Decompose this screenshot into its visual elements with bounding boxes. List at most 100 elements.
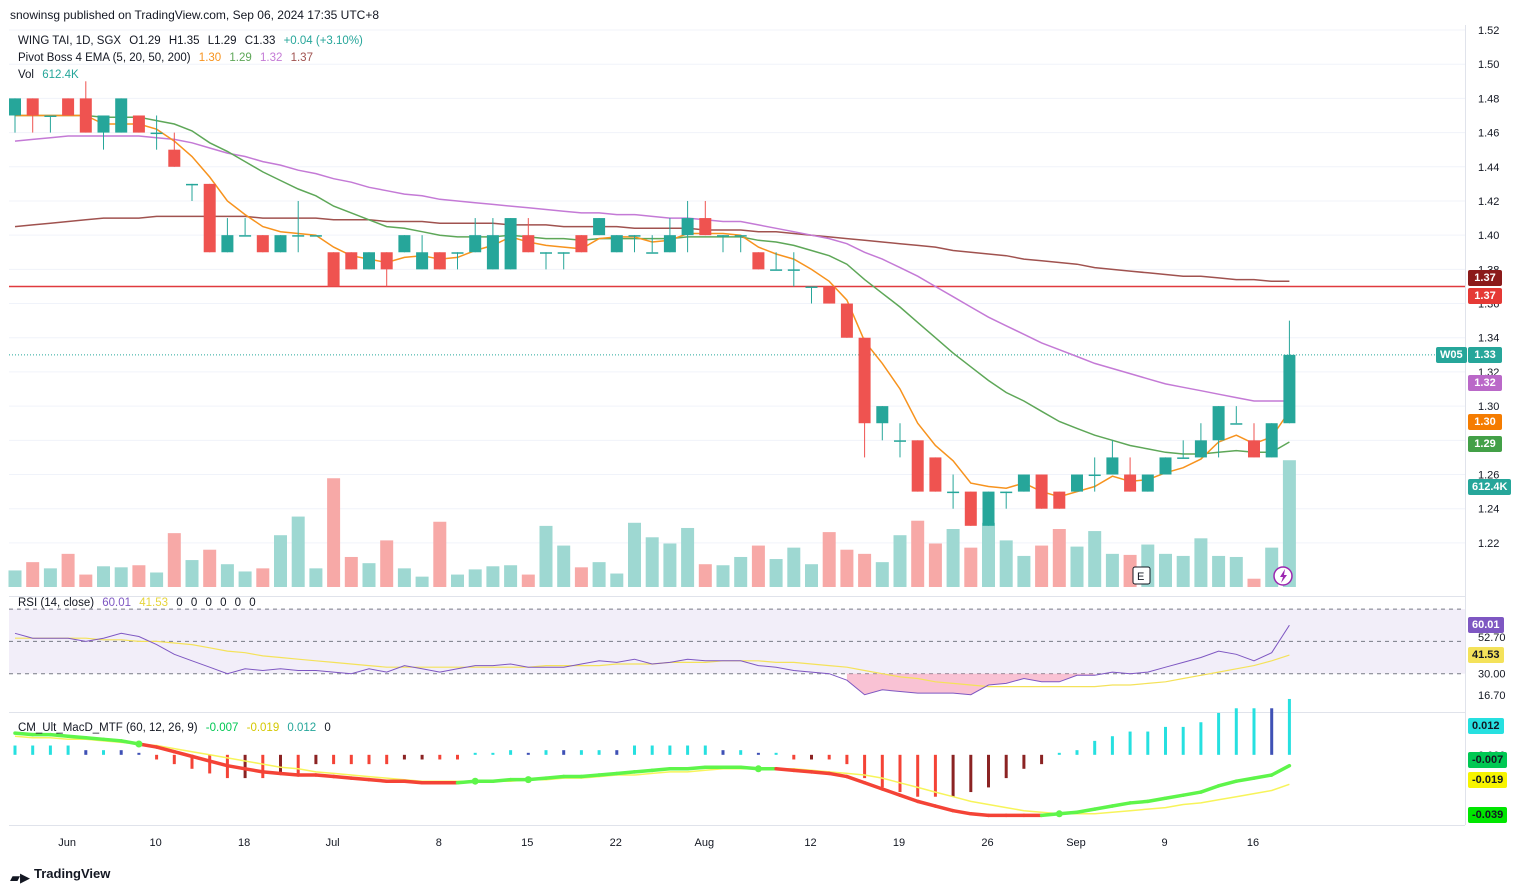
macd-histogram-bar: [137, 752, 141, 755]
macd-line-segment: [1075, 807, 1097, 814]
time-tick-label: 22: [610, 837, 622, 849]
macd-histogram-bar: [332, 754, 336, 765]
vol-value: 612.4K: [42, 69, 79, 81]
rsi-extra-1: 0: [176, 597, 183, 609]
macd-cross-dot: [754, 765, 762, 773]
macd-histogram-bar: [1217, 712, 1221, 755]
candle-body: [1265, 423, 1278, 458]
ema200-value: 1.37: [290, 52, 313, 64]
volume-bar: [1052, 529, 1066, 587]
volume-bar: [663, 543, 677, 587]
volume-bar: [769, 559, 783, 587]
ohlc-high: H1.35: [168, 35, 200, 47]
macd-line-segment: [898, 793, 920, 804]
candle-body: [557, 252, 570, 254]
macd-histogram-bar: [756, 752, 760, 755]
volume-bar: [43, 568, 57, 587]
macd-histogram-bar: [1128, 731, 1132, 755]
price-tick-label: 1.40: [1478, 230, 1499, 242]
macd-cross-dot: [471, 777, 479, 785]
rsi-extra-3: 0: [205, 597, 212, 609]
volume-bar: [1194, 538, 1208, 587]
macd-legend[interactable]: CM_Ult_MacD_MTF (60, 12, 26, 9) -0.007 -…: [18, 722, 336, 734]
candle-body: [894, 440, 906, 442]
earnings-marker-box: [1132, 566, 1151, 585]
volume-bar: [557, 545, 571, 587]
rsi-ma-value-tag: 41.53: [1468, 647, 1504, 664]
candle-body: [1159, 457, 1172, 475]
candle-body: [203, 183, 216, 253]
w05-label: W05: [1436, 346, 1467, 363]
macd-histogram-bar: [721, 750, 725, 755]
macd-line-segment: [314, 773, 336, 779]
volume-bar: [61, 553, 75, 587]
candle-body: [26, 98, 39, 116]
candle-body: [433, 252, 446, 270]
macd-line-segment: [1163, 793, 1185, 801]
volume-bar: [822, 532, 836, 587]
macd-histogram-bar: [491, 752, 495, 755]
macd-histogram-bar: [243, 754, 247, 779]
tradingview-brand[interactable]: ▰▶ TradingView: [10, 866, 110, 885]
macd-line-segment: [579, 773, 601, 779]
macd-line-segment: [243, 767, 265, 774]
candle-body: [876, 406, 889, 424]
ema-legend[interactable]: Pivot Boss 4 EMA (5, 20, 50, 200) 1.30 1…: [18, 52, 318, 64]
macd-histogram-bar: [562, 750, 566, 755]
candle-body: [1230, 423, 1243, 425]
candle-body: [734, 235, 747, 237]
ema20-price-tag: 1.29: [1468, 436, 1502, 452]
candle-body: [540, 252, 552, 254]
volume-bar: [734, 556, 748, 587]
candle-body: [1283, 354, 1296, 424]
rsi-extra-5: 0: [234, 597, 242, 609]
volume-bar: [185, 560, 199, 587]
time-tick-label: Sep: [1066, 837, 1086, 849]
time-tick-label: Aug: [695, 837, 715, 849]
ema200-price-tag: 1.37: [1468, 270, 1502, 286]
volume-legend[interactable]: Vol 612.4K: [18, 69, 84, 81]
macd-histogram-bar: [1110, 736, 1114, 755]
candle-body: [628, 235, 641, 237]
macd-value: -0.007: [205, 722, 239, 734]
price-tick-label: 1.46: [1478, 128, 1499, 140]
rsi-legend[interactable]: RSI (14, close) 60.01 41.53 0 0 0 0 0 0: [18, 597, 261, 609]
macd-line-segment: [1128, 799, 1150, 805]
price-tick-label: 1.52: [1478, 25, 1499, 37]
macd-histogram-bar: [1075, 750, 1079, 755]
macd-histogram-bar: [597, 750, 601, 755]
macd-cross-dot: [135, 740, 143, 748]
macd-histogram-bar: [1252, 708, 1256, 755]
ema5-price-tag: 1.30: [1468, 414, 1502, 430]
candle-body: [770, 269, 783, 271]
macd-histogram-bar: [650, 745, 654, 755]
macd-line-segment: [1269, 763, 1292, 777]
macd-histogram-bar: [1270, 708, 1274, 755]
volume-bar: [858, 553, 872, 587]
volume-bar: [203, 549, 217, 587]
macd-histogram-bar: [526, 752, 530, 755]
volume-bar: [964, 547, 978, 587]
macd-histogram-bar: [402, 754, 406, 760]
volume-bar: [415, 576, 429, 587]
symbol-legend[interactable]: WING TAI, 1D, SGX O1.29 H1.35 L1.29 C1.3…: [18, 35, 368, 47]
time-tick-label: 12: [804, 837, 816, 849]
macd-line-segment: [207, 759, 230, 768]
volume-bar: [875, 562, 889, 587]
macd-line-segment: [1199, 784, 1221, 794]
macd-histogram-bar: [1199, 722, 1203, 755]
macd-histogram-bar: [1234, 708, 1238, 755]
candle-body: [150, 132, 163, 135]
macd-line-segment: [154, 745, 177, 754]
candle-body: [1088, 474, 1101, 477]
volume-bar: [840, 549, 854, 587]
candle-body: [44, 115, 57, 117]
macd-histogram-bar: [880, 754, 884, 788]
macd-line-segment: [1234, 776, 1256, 783]
candle-body: [309, 235, 322, 237]
macd-histogram-bar: [473, 752, 477, 755]
candle-body: [239, 235, 252, 237]
volume-bar: [716, 565, 730, 587]
